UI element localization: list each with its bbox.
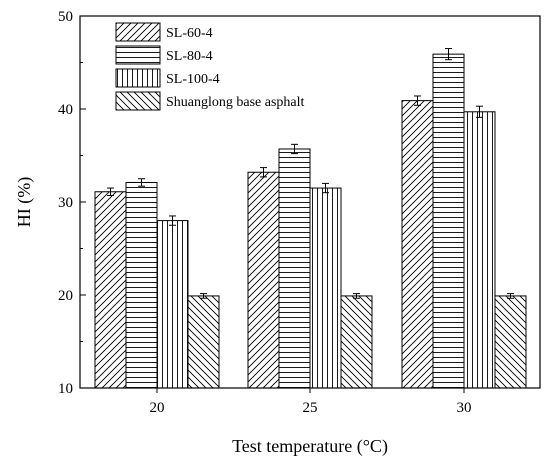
y-axis-ticks: 10 20 30 40 50 (58, 9, 86, 397)
error-bar-sl-80-4-30 (445, 48, 452, 61)
legend-item-sl-80-4: SL-80-4 (115, 45, 213, 65)
error-bar-sl-100-4-25 (322, 182, 329, 194)
bar-shuanglong-base-asphalt-25 (340, 295, 373, 389)
legend-swatch (115, 22, 161, 42)
legend-item-shuanglong-base-asphalt: Shuanglong base asphalt (115, 91, 305, 111)
error-bar-sl-80-4-25 (291, 143, 298, 155)
bar-sl-60-4-30 (401, 100, 434, 389)
error-bar-sl-60-4-25 (260, 167, 267, 178)
x-axis-title: Test temperature (°C) (232, 436, 388, 457)
legend-item-sl-60-4: SL-60-4 (115, 22, 213, 42)
legend-item-sl-100-4: SL-100-4 (115, 68, 220, 88)
bar-sl-60-4-20 (94, 191, 127, 389)
y-axis-title: HI (%) (14, 177, 35, 227)
error-bar-shuanglong-base-asphalt-25 (353, 293, 360, 299)
x-tick-label: 20 (150, 400, 165, 416)
legend-swatch (115, 68, 161, 88)
legend-label: SL-80-4 (166, 49, 213, 64)
legend: SL-60-4 SL-80-4 SL-100-4 Shuanglong base as… (115, 22, 305, 111)
error-bar-sl-60-4-20 (107, 187, 114, 196)
x-tick-label: 25 (303, 400, 318, 416)
error-bar-sl-80-4-20 (138, 178, 145, 187)
legend-label: SL-100-4 (166, 72, 220, 87)
legend-swatch (115, 91, 161, 111)
bar-shuanglong-base-asphalt-30 (494, 295, 527, 389)
bar-shuanglong-base-asphalt-20 (187, 295, 220, 389)
y-tick-label: 30 (58, 195, 73, 211)
x-axis-ticks: 20 25 30 (150, 388, 472, 416)
error-bars-group (107, 48, 514, 299)
bar-sl-60-4-25 (247, 171, 280, 389)
x-tick-label: 30 (457, 400, 472, 416)
bar-sl-100-4-25 (309, 187, 342, 389)
legend-swatch (115, 45, 161, 65)
legend-label: Shuanglong base asphalt (166, 95, 305, 110)
error-bar-sl-100-4-30 (476, 105, 483, 118)
bars-group (94, 53, 527, 389)
bar-sl-80-4-30 (432, 53, 465, 389)
bar-sl-80-4-20 (125, 181, 158, 389)
y-tick-label: 40 (58, 102, 73, 118)
bar-sl-80-4-25 (278, 148, 311, 389)
error-bar-shuanglong-base-asphalt-20 (200, 293, 207, 299)
error-bar-shuanglong-base-asphalt-30 (507, 293, 514, 299)
error-bar-sl-60-4-30 (414, 95, 421, 106)
y-tick-label: 50 (58, 9, 73, 25)
bar-sl-100-4-20 (156, 220, 189, 389)
error-bar-sl-100-4-20 (169, 215, 176, 226)
legend-label: SL-60-4 (166, 26, 213, 41)
bar-sl-100-4-30 (463, 111, 496, 389)
y-tick-label: 10 (58, 381, 73, 397)
y-tick-label: 20 (58, 288, 73, 304)
